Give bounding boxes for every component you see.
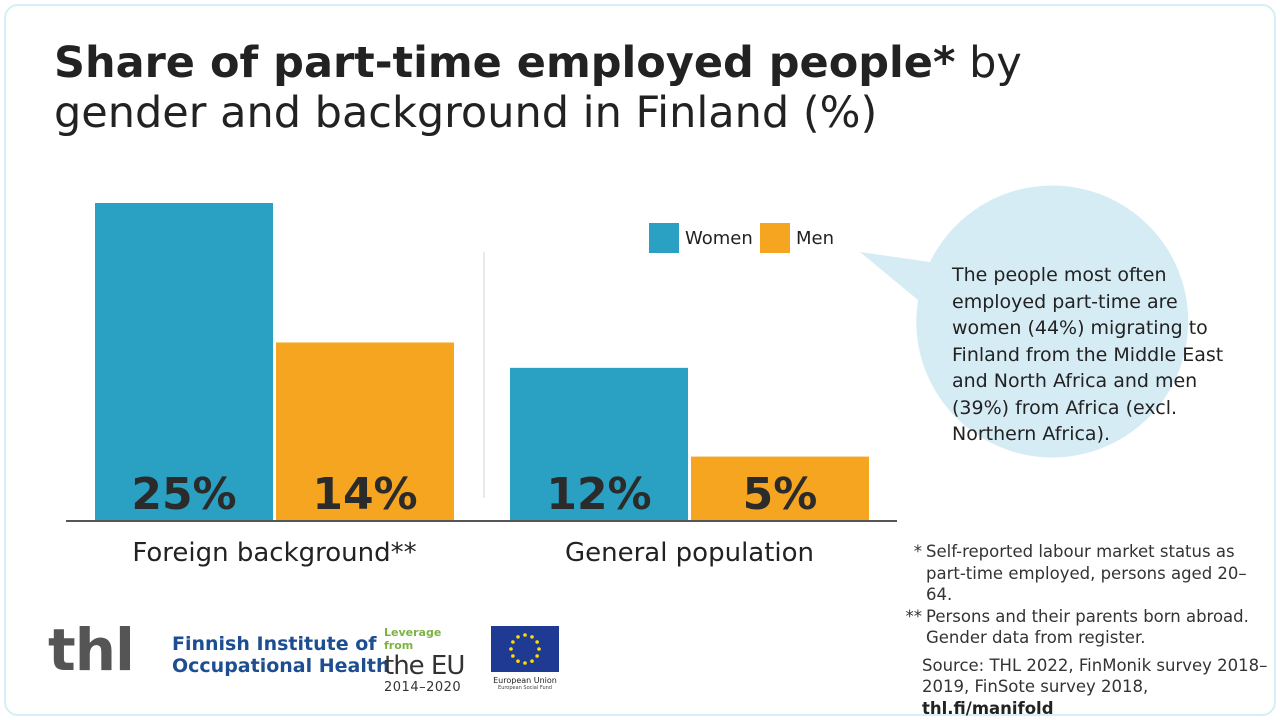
source-link[interactable]: thl.fi/manifold [922, 698, 1054, 718]
data-label-men-1: 5% [743, 469, 818, 520]
eu-star-icon [530, 635, 534, 639]
fioh-logo: Finnish Institute of Occupational Health [172, 633, 389, 677]
eu-star-icon [511, 654, 515, 658]
eu-flag-logo: European Union European Social Fund [491, 626, 559, 691]
bar-women-1 [510, 367, 688, 520]
eu-flag-caption: European Union [493, 676, 557, 685]
footnote-1: Self-reported labour market status as pa… [926, 542, 1247, 604]
footnote-2-mark: ** [905, 606, 923, 626]
eu-star-icon [535, 654, 539, 658]
eu-star-icon [511, 640, 515, 644]
legend-label-men: Men [796, 228, 834, 249]
data-label-women-1: 12% [546, 469, 651, 520]
callout-text: The people most often employed part-time… [952, 264, 1224, 445]
eu-star-icon [516, 635, 520, 639]
speech-bubble [860, 185, 1189, 458]
source-text: Source: THL 2022, FinMonik survey 2018–2… [922, 655, 1268, 697]
data-label-women-0: 25% [131, 469, 236, 520]
eu-flag-subcaption: European Social Fund [498, 685, 552, 691]
leverage-eu-logo: Leverage from the EU 2014–2020 [384, 626, 468, 695]
eu-star-icon [523, 661, 527, 665]
eu-star-icon [537, 647, 541, 651]
data-label-men-0: 14% [312, 469, 417, 520]
legend-swatch-men [760, 223, 790, 253]
eu-star-icon [516, 659, 520, 663]
thl-logo: thl [48, 616, 135, 684]
eu-years: 2014–2020 [384, 680, 462, 695]
title-rest: by gender and background in Finland (%) [54, 38, 1022, 138]
category-label-0: Foreign background** [132, 538, 416, 568]
bar-men-1 [691, 456, 869, 520]
eu-flag-icon [491, 626, 559, 672]
leverage-text: Leverage from [384, 626, 442, 652]
legend-swatch-women [649, 223, 679, 253]
the-eu-text: the EU [384, 651, 465, 681]
category-label-1: General population [565, 538, 814, 568]
footnotes: * Self-reported labour market status as … [900, 541, 1270, 719]
eu-star-icon [530, 659, 534, 663]
bar-men-0 [276, 342, 454, 520]
fioh-line-1: Finnish Institute of [172, 633, 377, 655]
footnote-1-mark: * [913, 542, 922, 561]
eu-star-icon [509, 647, 513, 651]
fioh-line-2: Occupational Health [172, 655, 390, 677]
bar-women-0 [95, 203, 273, 520]
eu-star-icon [535, 640, 539, 644]
footnote-2: Persons and their parents born abroad. G… [926, 606, 1249, 648]
eu-star-icon [523, 633, 527, 637]
chart-title: Share of part-time employed people* by g… [54, 38, 1154, 138]
legend-label-women: Women [685, 228, 753, 249]
title-bold: Share of part-time employed people* [54, 38, 956, 88]
